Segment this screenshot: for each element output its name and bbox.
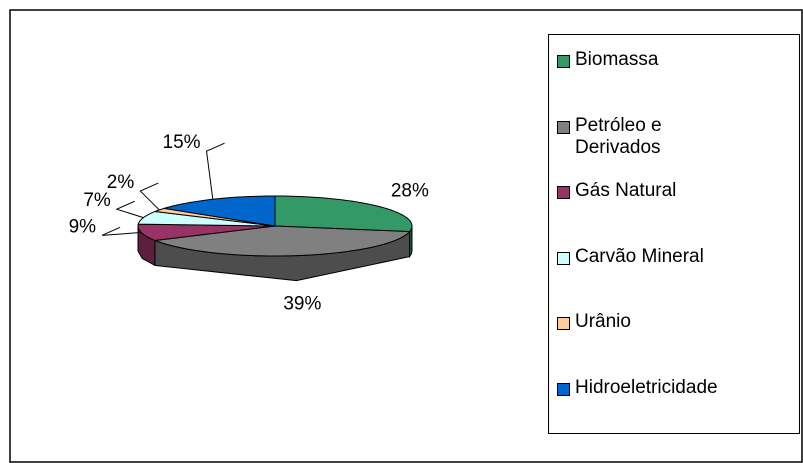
legend-label: Carvão Mineral <box>575 245 704 267</box>
data-label: 28% <box>391 181 429 202</box>
data-label: 39% <box>283 293 321 314</box>
legend-item: Carvão Mineral <box>557 246 725 268</box>
data-label: 2% <box>107 172 135 193</box>
legend-label: Hidroeletricidade <box>575 376 718 398</box>
chart-frame <box>9 9 803 463</box>
legend-item: Biomassa <box>557 49 725 71</box>
legend-item: Urânio <box>557 311 725 333</box>
slice <box>154 225 411 257</box>
legend-swatch <box>557 186 570 199</box>
legend-item: Hidroeletricidade <box>557 377 725 399</box>
leader-line <box>115 200 144 219</box>
legend: Biomassa Petróleo e Derivados Gás Natural C… <box>548 34 800 434</box>
leader-line <box>205 142 225 200</box>
legend-swatch <box>557 55 570 68</box>
legend-item: Petróleo e Derivados <box>557 115 725 159</box>
data-label: 15% <box>163 132 201 153</box>
data-label: 9% <box>69 216 97 237</box>
leader-line <box>101 226 142 236</box>
legend-label: Biomassa <box>575 49 659 70</box>
data-label: 7% <box>83 190 111 211</box>
slice <box>137 223 276 241</box>
legend-label: Petróleo e Derivados <box>575 114 662 158</box>
legend-swatch <box>557 317 570 330</box>
slice <box>274 195 413 233</box>
legend-label: Urânio <box>575 311 631 332</box>
legend-swatch <box>557 251 570 265</box>
legend-swatch <box>557 120 570 134</box>
legend-swatch <box>557 382 570 396</box>
leader-line <box>139 182 160 211</box>
legend-item: Gás Natural <box>557 180 725 202</box>
legend-label: Gás Natural <box>575 180 677 201</box>
